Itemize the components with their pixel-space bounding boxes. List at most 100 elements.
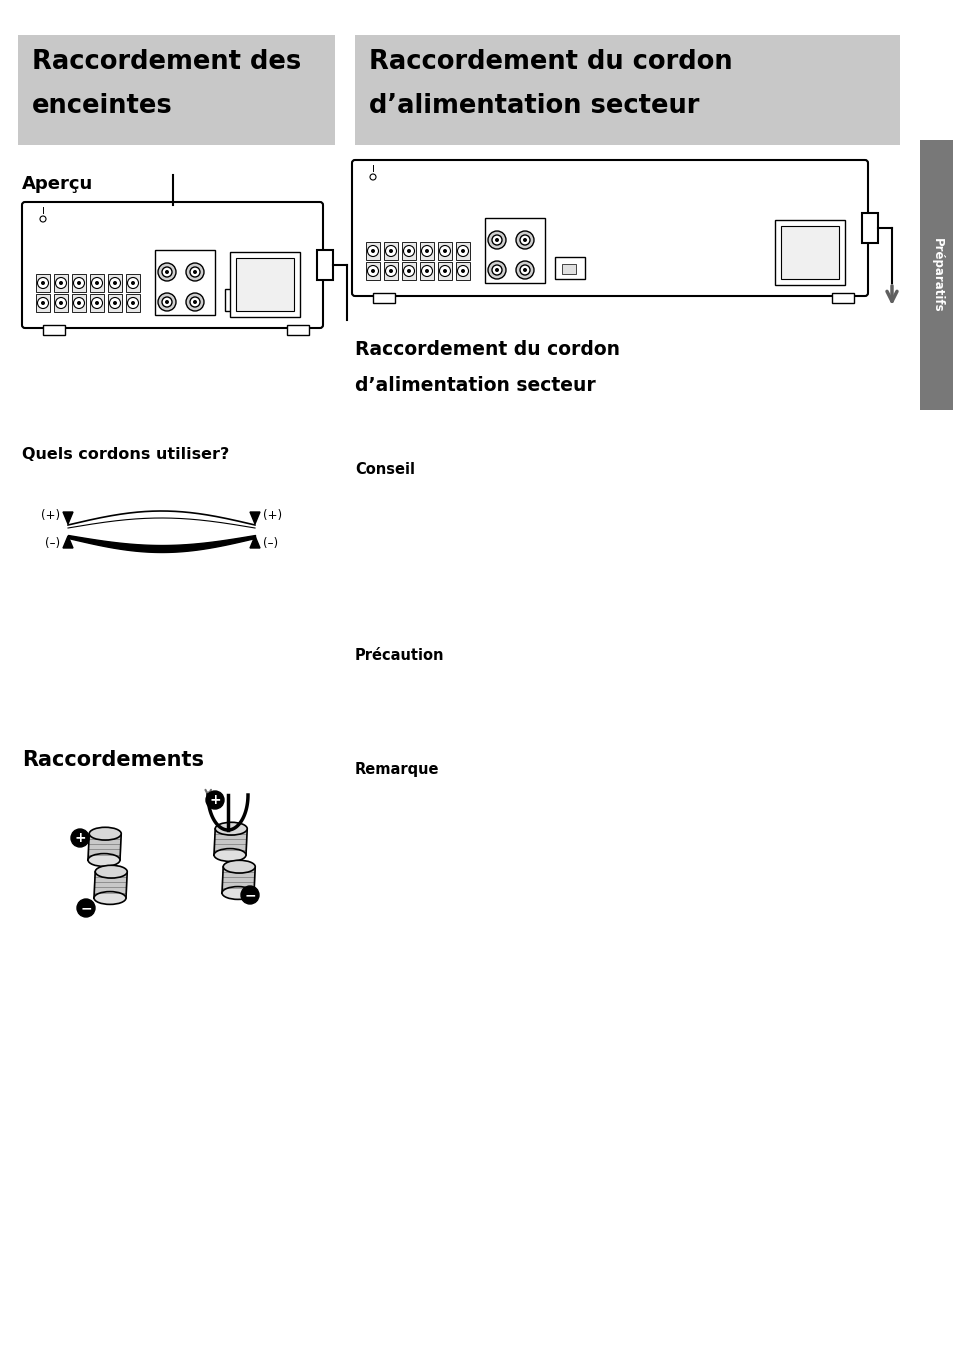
Circle shape [95, 301, 99, 306]
Circle shape [73, 297, 85, 308]
Ellipse shape [223, 860, 255, 873]
FancyBboxPatch shape [352, 160, 867, 296]
Circle shape [73, 277, 85, 288]
Circle shape [59, 301, 63, 306]
Circle shape [457, 246, 468, 257]
Text: d’alimentation secteur: d’alimentation secteur [355, 376, 595, 395]
Circle shape [128, 297, 138, 308]
Circle shape [59, 281, 63, 285]
Polygon shape [213, 829, 247, 854]
Circle shape [492, 265, 501, 274]
Circle shape [403, 265, 414, 277]
Text: −: − [80, 900, 91, 915]
Text: enceintes: enceintes [32, 93, 172, 119]
Circle shape [193, 270, 196, 274]
Polygon shape [250, 512, 260, 525]
Ellipse shape [222, 887, 253, 899]
Bar [54, 293, 68, 312]
Circle shape [385, 246, 396, 257]
Circle shape [421, 265, 432, 277]
Circle shape [55, 277, 67, 288]
Bar [555, 257, 584, 279]
Bar [919, 141, 953, 410]
Ellipse shape [215, 822, 247, 836]
Text: Quels cordons utiliser?: Quels cordons utiliser? [22, 448, 229, 462]
Circle shape [457, 265, 468, 277]
Bar [384, 262, 397, 280]
Bar [235, 258, 294, 311]
Bar [484, 218, 544, 283]
Bar [43, 324, 65, 335]
Circle shape [110, 297, 120, 308]
Circle shape [389, 249, 393, 253]
Circle shape [91, 297, 102, 308]
Circle shape [112, 281, 117, 285]
Bar [126, 274, 140, 292]
Bar [230, 251, 299, 316]
Circle shape [519, 265, 530, 274]
Bar [862, 214, 877, 243]
Circle shape [131, 301, 135, 306]
Text: (–): (–) [45, 538, 60, 550]
Ellipse shape [88, 853, 120, 867]
Circle shape [371, 249, 375, 253]
Bar [71, 274, 86, 292]
Circle shape [186, 264, 204, 281]
Polygon shape [88, 834, 121, 860]
Bar [54, 274, 68, 292]
Bar [126, 293, 140, 312]
Circle shape [77, 899, 95, 917]
Polygon shape [222, 867, 255, 894]
Text: Remarque: Remarque [355, 763, 439, 777]
Circle shape [241, 886, 258, 904]
Circle shape [407, 249, 411, 253]
Bar [561, 264, 576, 274]
Ellipse shape [94, 891, 126, 904]
Bar [36, 293, 50, 312]
Text: Raccordement du cordon: Raccordement du cordon [369, 49, 732, 74]
Circle shape [439, 265, 450, 277]
Text: d’alimentation secteur: d’alimentation secteur [369, 93, 699, 119]
Circle shape [495, 238, 498, 242]
Circle shape [367, 265, 378, 277]
Circle shape [385, 265, 396, 277]
Circle shape [77, 301, 81, 306]
Text: +: + [74, 831, 86, 845]
Bar [437, 262, 452, 280]
Text: (–): (–) [263, 538, 278, 550]
Circle shape [442, 269, 447, 273]
Polygon shape [63, 512, 73, 525]
Circle shape [421, 246, 432, 257]
Bar [18, 35, 335, 145]
Circle shape [424, 249, 429, 253]
Bar [108, 274, 122, 292]
Circle shape [403, 246, 414, 257]
Circle shape [77, 281, 81, 285]
FancyBboxPatch shape [22, 201, 323, 329]
Bar [456, 242, 470, 260]
Circle shape [40, 216, 46, 222]
Circle shape [41, 281, 45, 285]
Bar [90, 274, 104, 292]
Circle shape [71, 829, 89, 846]
Bar [36, 274, 50, 292]
Circle shape [165, 270, 169, 274]
Polygon shape [63, 535, 73, 548]
Circle shape [370, 174, 375, 180]
Bar [419, 242, 434, 260]
Circle shape [371, 269, 375, 273]
Bar [232, 296, 246, 306]
Polygon shape [94, 872, 127, 898]
Bar [401, 262, 416, 280]
Bar [90, 293, 104, 312]
Text: Aperçu: Aperçu [22, 174, 93, 193]
Ellipse shape [213, 849, 246, 861]
Circle shape [37, 277, 49, 288]
Circle shape [41, 301, 45, 306]
Bar [71, 293, 86, 312]
Bar [456, 262, 470, 280]
Bar [401, 242, 416, 260]
Circle shape [389, 269, 393, 273]
Bar [774, 220, 844, 285]
Circle shape [407, 269, 411, 273]
